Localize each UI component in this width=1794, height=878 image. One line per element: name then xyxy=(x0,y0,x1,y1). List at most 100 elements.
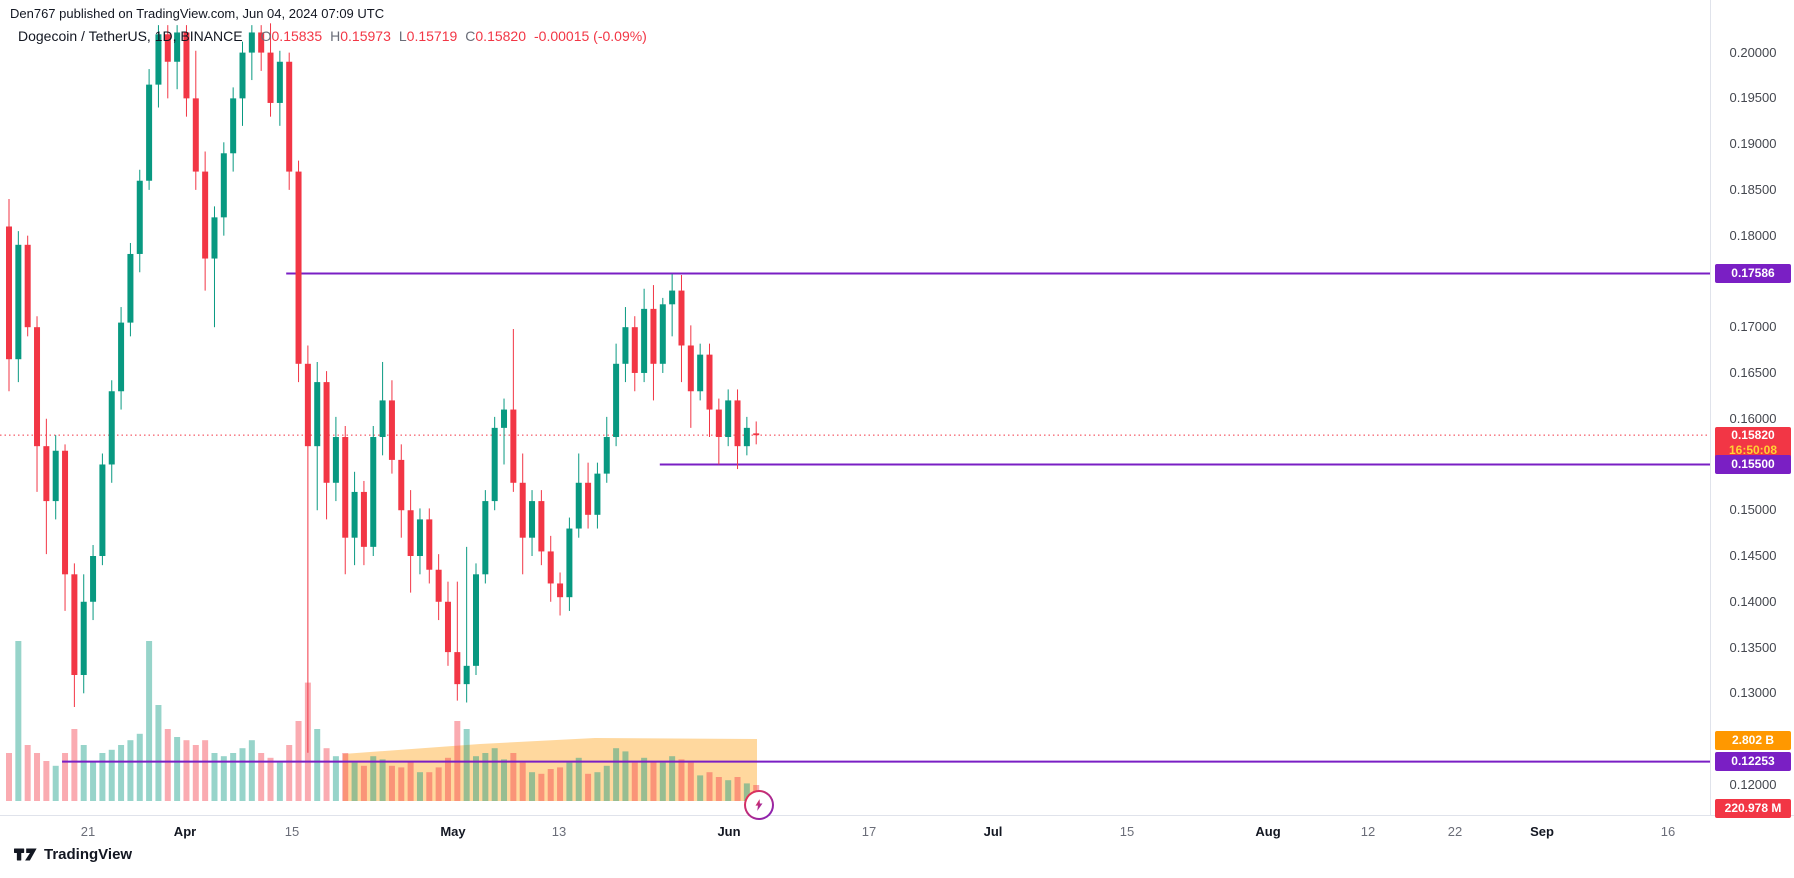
candle-body xyxy=(669,290,676,305)
candle-body xyxy=(444,601,451,653)
ohlc-letter: C xyxy=(465,28,476,44)
tradingview-footer[interactable]: TradingView xyxy=(14,846,132,863)
time-tick-label: 15 xyxy=(284,824,300,839)
time-axis[interactable]: 21 Apr 15 May 13 Jun 17 Jul 15 Aug 12 22 Sep 16 xyxy=(0,815,1794,878)
price-tick-label: 0.18500 xyxy=(1729,181,1777,197)
candle-body xyxy=(529,501,536,538)
volume-bar xyxy=(211,753,218,801)
volume-bar xyxy=(15,641,22,801)
price-tick-label: 0.18000 xyxy=(1729,227,1777,243)
volume-bar xyxy=(697,775,704,801)
candle-body xyxy=(398,459,405,511)
candle-body xyxy=(80,601,87,675)
candle-body xyxy=(734,400,741,447)
price-tick-label: 0.12000 xyxy=(1729,776,1777,792)
price-tick-label: 0.14500 xyxy=(1729,548,1777,563)
volume-bar xyxy=(118,745,125,801)
price-tick-label: 0.15000 xyxy=(1729,502,1777,518)
volume-bar xyxy=(491,748,498,801)
candle-body xyxy=(342,437,349,538)
lightning-icon xyxy=(755,799,763,811)
candle-body xyxy=(715,409,722,438)
last-price-label: 0.15820 16:50:08 xyxy=(1715,427,1791,459)
symbol-title[interactable]: Dogecoin / TetherUS, 1D, BINANCE xyxy=(18,28,243,44)
time-tick-label: 15 xyxy=(1119,824,1135,839)
volume-bar xyxy=(155,705,162,801)
volume-bar xyxy=(351,762,358,801)
volume-bar xyxy=(463,729,470,801)
volume-bar xyxy=(678,759,685,801)
price-tick-label: 0.13000 xyxy=(1729,685,1777,701)
price-level-label: 0.12253 xyxy=(1715,752,1791,772)
candle-body xyxy=(379,400,386,438)
candle-body xyxy=(314,382,321,447)
volume-bar xyxy=(622,751,629,801)
price-axis[interactable]: 0.20000 0.19500 0.19000 0.18500 0.18000 0.170… xyxy=(1710,0,1794,818)
volume-bar xyxy=(725,780,732,801)
volume-bar xyxy=(388,765,395,801)
candle-body xyxy=(706,354,713,410)
volume-bar xyxy=(510,753,517,801)
candle-body xyxy=(164,34,171,62)
candle-body xyxy=(155,34,162,85)
volume-bar xyxy=(6,753,12,801)
time-tick-label: May xyxy=(440,824,466,839)
candle-body xyxy=(276,61,283,103)
candle-body xyxy=(127,253,134,323)
candle-body xyxy=(99,464,106,557)
price-tick-label: 0.16500 xyxy=(1729,364,1777,380)
candle-body xyxy=(575,482,582,529)
flash-idea-badge[interactable] xyxy=(744,790,774,820)
candle-body xyxy=(248,32,255,53)
volume-bar xyxy=(482,753,489,801)
candle-body xyxy=(118,322,125,392)
ohlc-value: 0.15973 xyxy=(340,28,391,44)
candle-body xyxy=(473,574,479,666)
candle-body xyxy=(108,391,115,465)
price-level-label: 220.978 M xyxy=(1715,798,1791,818)
time-tick-label: 17 xyxy=(861,824,877,839)
volume-bar xyxy=(99,753,106,801)
volume-bar xyxy=(435,767,442,801)
price-tick-label: 0.19500 xyxy=(1729,90,1777,106)
candle-body xyxy=(192,98,199,172)
volume-bar xyxy=(379,759,386,801)
candle-body xyxy=(463,665,470,685)
volume-bar xyxy=(734,777,741,801)
volume-bar xyxy=(164,729,171,801)
candle-body xyxy=(220,153,227,218)
price-level-label: 0.15500 xyxy=(1715,454,1791,474)
price-tick-label: 0.14000 xyxy=(1729,593,1777,609)
volume-bar xyxy=(613,748,620,801)
volume-bar xyxy=(183,740,190,801)
candle-body xyxy=(202,171,209,259)
price-tick-label: 0.13500 xyxy=(1729,639,1777,655)
volume-bar xyxy=(248,740,255,801)
volume-bar xyxy=(286,745,293,801)
ohlc-letter: L xyxy=(398,28,407,44)
price-tick-label: 0.16000 xyxy=(1729,410,1777,426)
candle-body xyxy=(697,354,704,392)
time-tick-label: Apr xyxy=(173,824,197,839)
volume-bar xyxy=(52,765,59,801)
candle-body xyxy=(6,226,12,360)
candle-body xyxy=(743,427,750,447)
candle-body xyxy=(482,501,489,575)
volume-bar xyxy=(108,749,115,801)
time-tick-label: 16 xyxy=(1660,824,1676,839)
candle-body xyxy=(267,52,274,103)
candle-body xyxy=(34,327,41,447)
candle-body xyxy=(678,290,685,346)
publish-attribution: Den767 published on TradingView.com, Jun… xyxy=(10,6,385,21)
volume-bar xyxy=(641,757,648,801)
candle-body xyxy=(687,345,694,392)
price-tick-label: 0.20000 xyxy=(1729,44,1777,60)
volume-bar xyxy=(557,767,564,801)
volume-bar xyxy=(538,773,545,801)
ohlc-letter: O xyxy=(260,28,272,44)
candle-body xyxy=(239,52,246,99)
candle-body xyxy=(295,171,302,364)
candle-body xyxy=(725,400,732,438)
volume-bar xyxy=(258,753,265,801)
